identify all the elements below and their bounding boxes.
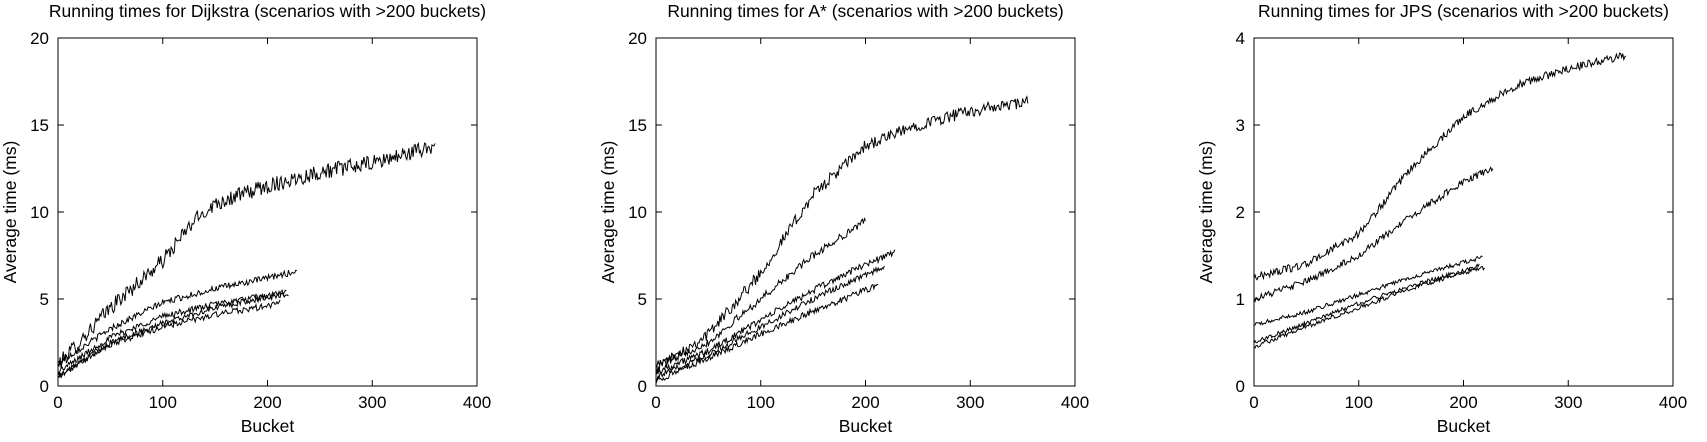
x-axis-label: Bucket — [839, 416, 893, 436]
y-tick-label: 0 — [638, 377, 647, 396]
y-axis-label: Average time (ms) — [1196, 141, 1216, 284]
y-tick-label: 4 — [1236, 29, 1245, 48]
series-line-4 — [1253, 263, 1480, 344]
series-line-2 — [1253, 166, 1494, 303]
x-tick-label: 400 — [1659, 393, 1687, 412]
series-line-5 — [655, 283, 879, 384]
y-tick-label: 20 — [628, 29, 647, 48]
x-axis-label: Bucket — [241, 416, 295, 436]
x-tick-label: 200 — [253, 393, 281, 412]
x-tick-label: 0 — [53, 393, 62, 412]
y-axis-label: Average time (ms) — [598, 141, 618, 284]
chart-panel-3: 0 100 200 300 400 0 1 2 3 4 Running times for JPS … — [1196, 1, 1687, 436]
y-tick-label: 0 — [1236, 377, 1245, 396]
x-tick-label: 400 — [1061, 393, 1089, 412]
x-tick-label: 300 — [956, 393, 984, 412]
series-line-4 — [655, 265, 885, 381]
chart-panel-2: 0 100 200 300 400 0 5 10 15 20 Running times for A… — [598, 1, 1089, 436]
chart-title: Running times for Dijkstra (scenarios wi… — [49, 1, 486, 21]
series-line-4 — [57, 292, 289, 379]
x-tick-label: 0 — [1249, 393, 1258, 412]
x-axis-label: Bucket — [1437, 416, 1491, 436]
series-line-3 — [57, 289, 287, 376]
y-tick-label: 0 — [40, 377, 49, 396]
y-tick-label: 10 — [628, 203, 647, 222]
series-line-5 — [1253, 266, 1485, 349]
x-tick-label: 400 — [463, 393, 491, 412]
series-line-1 — [1253, 52, 1627, 281]
x-tick-label: 100 — [149, 393, 177, 412]
series-line-1 — [655, 95, 1029, 375]
chart-title: Running times for A* (scenarios with >20… — [667, 1, 1063, 21]
series-line-2 — [57, 269, 298, 366]
plot-frame — [655, 37, 1076, 387]
y-tick-label: 20 — [30, 29, 49, 48]
x-tick-label: 100 — [1345, 393, 1373, 412]
plot-frame — [1253, 37, 1674, 387]
y-tick-label: 2 — [1236, 203, 1245, 222]
series-line-2 — [655, 217, 866, 369]
plot-frame — [57, 37, 478, 387]
x-tick-label: 200 — [851, 393, 879, 412]
series-line-3 — [655, 249, 896, 376]
x-tick-label: 200 — [1449, 393, 1477, 412]
y-tick-label: 15 — [628, 116, 647, 135]
y-tick-label: 15 — [30, 116, 49, 135]
series-line-1 — [57, 141, 436, 369]
y-tick-label: 1 — [1236, 290, 1245, 309]
y-tick-label: 3 — [1236, 116, 1245, 135]
chart-title: Running times for JPS (scenarios with >2… — [1258, 1, 1669, 21]
x-tick-label: 0 — [651, 393, 660, 412]
y-axis-label: Average time (ms) — [0, 141, 20, 284]
y-tick-label: 10 — [30, 203, 49, 222]
x-tick-label: 300 — [358, 393, 386, 412]
x-tick-label: 100 — [747, 393, 775, 412]
y-tick-label: 5 — [638, 290, 647, 309]
series-line-3 — [1253, 255, 1483, 326]
series-line-5 — [57, 299, 281, 378]
x-tick-label: 300 — [1554, 393, 1582, 412]
y-tick-label: 5 — [40, 290, 49, 309]
